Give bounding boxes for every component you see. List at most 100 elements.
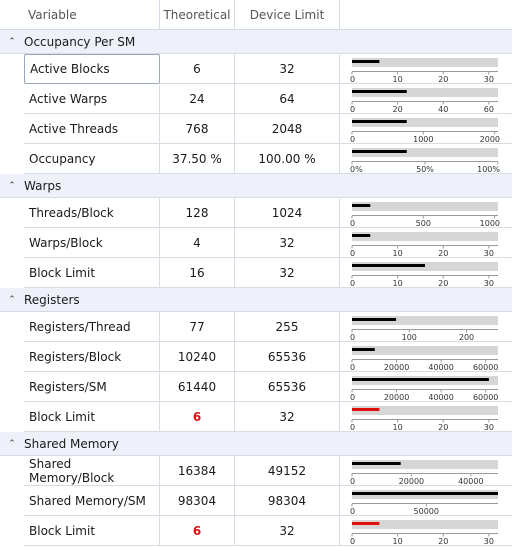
tick-label: 40000: [458, 477, 483, 486]
group-header[interactable]: ⌃ Warps: [0, 174, 512, 198]
tick-label: 0: [350, 423, 355, 432]
device-limit-cell: 64: [235, 84, 340, 114]
theoretical-cell: 768: [160, 114, 235, 144]
value-bar: [352, 150, 407, 153]
group-title: Shared Memory: [24, 436, 119, 451]
usage-bar-chart: 0% 50% 100%: [350, 148, 500, 174]
value-bar: [352, 492, 498, 495]
collapse-chevron-icon[interactable]: ⌃: [8, 36, 16, 47]
table-row[interactable]: Active Warps 24 64 0 20 40 60: [0, 84, 512, 114]
group-header[interactable]: ⌃ Registers: [0, 288, 512, 312]
chart-cell: 0 10 20 30: [340, 228, 512, 258]
bar-background: [352, 88, 498, 97]
table-row[interactable]: Registers/Block 10240 65536 0 20000 40000 6000…: [0, 342, 512, 372]
column-header-device-limit[interactable]: Device Limit: [235, 0, 340, 30]
table-row[interactable]: Registers/SM 61440 65536 0 20000 40000 60000: [0, 372, 512, 402]
theoretical-value: 6: [193, 61, 201, 76]
group-header[interactable]: ⌃ Shared Memory: [0, 432, 512, 456]
variable-cell[interactable]: Warps/Block: [24, 228, 160, 258]
theoretical-cell: 128: [160, 198, 235, 228]
theoretical-value: 128: [185, 205, 209, 220]
tick-label: 20: [438, 75, 448, 84]
collapse-chevron-icon[interactable]: ⌃: [8, 180, 16, 191]
variable-cell[interactable]: Registers/Thread: [24, 312, 160, 342]
table-row[interactable]: Occupancy 37.50 % 100.00 % 0% 50% 100%: [0, 144, 512, 174]
device-limit-cell: 32: [235, 228, 340, 258]
chart-cell: 0 20000 40000 60000: [340, 342, 512, 372]
tick-label: 10: [393, 423, 403, 432]
value-bar: [352, 120, 407, 123]
variable-cell[interactable]: Registers/SM: [24, 372, 160, 402]
column-header-theoretical[interactable]: Theoretical: [160, 0, 235, 30]
tick-label: 30: [484, 537, 494, 546]
table-row[interactable]: Block Limit 6 32 0 10 20 30: [0, 402, 512, 432]
variable-cell[interactable]: Registers/Block: [24, 342, 160, 372]
bar-background: [352, 148, 498, 157]
bar-background: [352, 202, 498, 211]
table-row[interactable]: Shared Memory/SM 98304 98304 0 50000: [0, 486, 512, 516]
chart-cell: 0 10 20 30: [340, 516, 512, 546]
group-title: Registers: [24, 292, 80, 307]
bar-background: [352, 346, 498, 355]
variable-cell[interactable]: Block Limit: [24, 402, 160, 432]
chart-cell: 0 100 200: [340, 312, 512, 342]
usage-bar-chart: 0 20000 40000 60000: [350, 346, 498, 372]
device-limit-cell: 32: [235, 402, 340, 432]
column-header-chart: [340, 0, 512, 30]
usage-bar-chart: 0 10 20 30: [350, 262, 498, 288]
column-header-variable[interactable]: Variable: [0, 0, 160, 30]
variable-cell[interactable]: Active Warps: [24, 84, 160, 114]
theoretical-cell: 6: [160, 516, 235, 546]
theoretical-value: 37.50 %: [172, 151, 222, 166]
theoretical-cell: 37.50 %: [160, 144, 235, 174]
device-limit-cell: 65536: [235, 342, 340, 372]
variable-cell[interactable]: Shared Memory/SM: [24, 486, 160, 516]
tick-label: 60: [484, 105, 494, 114]
usage-bar-chart: 0 1000 2000: [350, 118, 500, 144]
variable-cell[interactable]: Block Limit: [24, 516, 160, 546]
bar-background: [352, 118, 498, 127]
variable-cell[interactable]: Block Limit: [24, 258, 160, 288]
tick-label: 0: [350, 477, 355, 486]
chart-cell: 0 10 20 30: [340, 54, 512, 84]
theoretical-cell: 4: [160, 228, 235, 258]
tick-label: 10: [393, 75, 403, 84]
variable-cell[interactable]: Threads/Block: [24, 198, 160, 228]
table-row[interactable]: Block Limit 6 32 0 10 20 30: [0, 516, 512, 546]
table-row[interactable]: Active Threads 768 2048 0 1000 2000: [0, 114, 512, 144]
tick-label: 0: [350, 249, 355, 258]
table-row[interactable]: Warps/Block 4 32 0 10 20 30: [0, 228, 512, 258]
tick-label: 100%: [477, 165, 500, 174]
chart-cell: 0 1000 2000: [340, 114, 512, 144]
tick-label: 0: [350, 105, 355, 114]
usage-bar-chart: 0 10 20 30: [350, 406, 498, 432]
value-bar: [352, 204, 371, 207]
theoretical-value: 24: [189, 91, 205, 106]
table-row[interactable]: Shared Memory/Block 16384 49152 0 20000 40000: [0, 456, 512, 486]
collapse-chevron-icon[interactable]: ⌃: [8, 438, 16, 449]
table-row[interactable]: Threads/Block 128 1024 0 500 1000: [0, 198, 512, 228]
variable-cell[interactable]: Active Blocks: [24, 54, 160, 84]
theoretical-value: 6: [192, 409, 202, 424]
tick-label: 20000: [399, 477, 424, 486]
table-row[interactable]: Registers/Thread 77 255 0 100 200: [0, 312, 512, 342]
collapse-chevron-icon[interactable]: ⌃: [8, 294, 16, 305]
value-bar: [352, 348, 375, 351]
theoretical-cell: 16: [160, 258, 235, 288]
tick-label: 200: [459, 333, 474, 342]
device-limit-cell: 32: [235, 516, 340, 546]
theoretical-value: 10240: [177, 349, 217, 364]
tick-label: 2000: [480, 135, 500, 144]
usage-bar-chart: 0 50000: [350, 490, 498, 516]
table-row[interactable]: Block Limit 16 32 0 10 20 30: [0, 258, 512, 288]
device-limit-cell: 49152: [235, 456, 340, 486]
variable-cell[interactable]: Shared Memory/Block: [24, 456, 160, 486]
usage-bar-chart: 0 10 20 30: [350, 232, 498, 258]
variable-cell[interactable]: Occupancy: [24, 144, 160, 174]
group-header[interactable]: ⌃ Occupancy Per SM: [0, 30, 512, 54]
theoretical-value: 98304: [177, 493, 217, 508]
variable-cell[interactable]: Active Threads: [24, 114, 160, 144]
table-row[interactable]: Active Blocks 6 32 0 10 20 30: [0, 54, 512, 84]
theoretical-cell: 16384: [160, 456, 235, 486]
tick-label: 30: [484, 279, 494, 288]
